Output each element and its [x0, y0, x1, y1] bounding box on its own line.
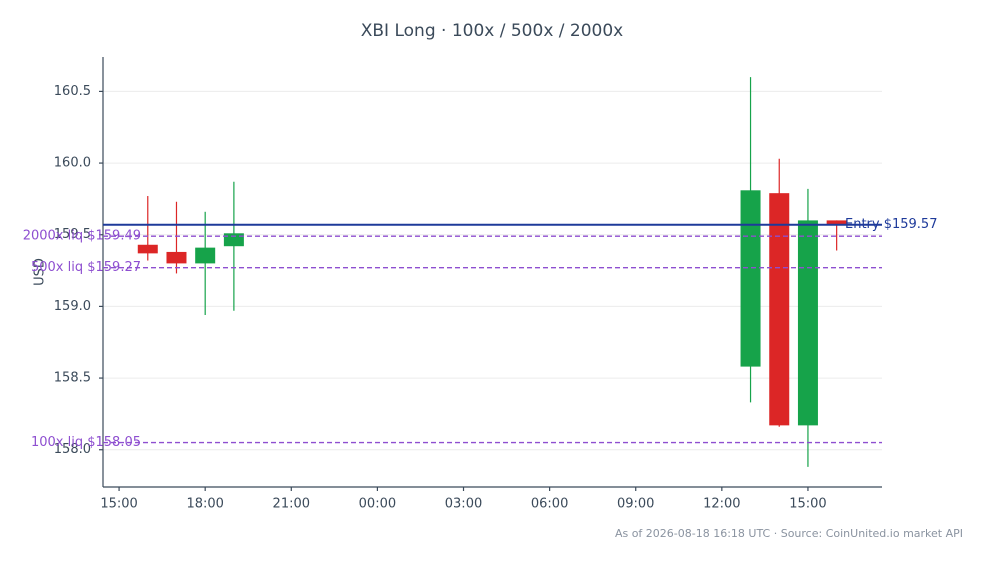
candle-body [137, 244, 158, 254]
footer: As of 2026-08-18 16:18 UTC · Source: Coi… [615, 527, 963, 540]
x-tick-label: 21:00 [273, 497, 310, 512]
reference-label: 100x liq $158.05 [31, 435, 141, 450]
candle-body [166, 251, 187, 264]
y-tick-label: 158.5 [54, 371, 91, 386]
candle-body [195, 247, 216, 264]
candle-body [797, 220, 818, 426]
y-tick-label: 158.0 [54, 442, 91, 457]
candle-body [826, 220, 847, 225]
reference-label: Entry $159.57 [845, 217, 937, 232]
candle-body [769, 193, 790, 426]
reference-label: 500x liq $159.27 [31, 260, 141, 275]
y-tick-label: 159.0 [54, 299, 91, 314]
candle-body [740, 190, 761, 367]
chart-title: XBI Long · 100x / 500x / 2000x [361, 21, 624, 41]
x-tick-label: 12:00 [703, 497, 740, 512]
y-tick-label: 159.5 [54, 227, 91, 242]
y-tick-label: 160.0 [54, 156, 91, 171]
x-tick-label: 06:00 [531, 497, 568, 512]
y-axis-label: USD [33, 258, 48, 286]
x-tick-label: 03:00 [445, 497, 482, 512]
reference-label: 2000x liq $159.49 [23, 229, 141, 244]
candle-body [223, 233, 244, 247]
x-tick-label: 09:00 [617, 497, 654, 512]
x-tick-label: 15:00 [100, 497, 137, 512]
x-tick-label: 18:00 [186, 497, 223, 512]
y-tick-label: 160.5 [54, 84, 91, 99]
x-tick-label: 15:00 [789, 497, 826, 512]
x-tick-label: 00:00 [359, 497, 396, 512]
